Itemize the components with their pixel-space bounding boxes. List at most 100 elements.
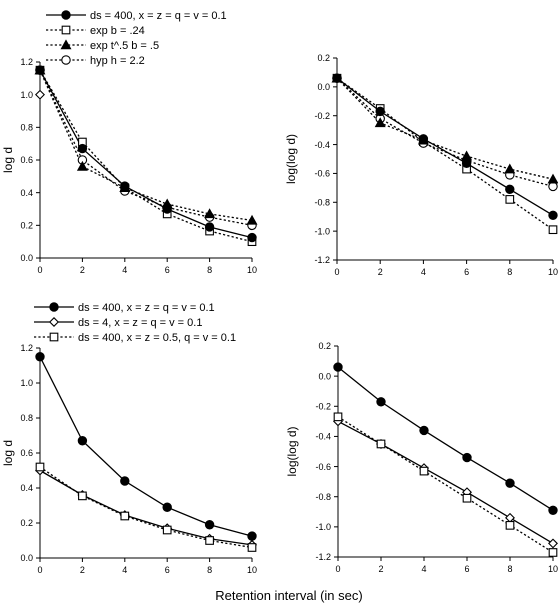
data-point: [247, 232, 257, 243]
y-tick-label: 0.2: [20, 221, 33, 231]
y-tick-label: -0.2: [315, 401, 331, 411]
y-tick-label: -0.6: [315, 462, 331, 472]
data-point: [35, 462, 45, 472]
legend-marker: [49, 317, 59, 327]
y-tick-label: 0.4: [20, 483, 33, 493]
data-point: [246, 214, 258, 225]
data-point: [505, 184, 515, 195]
data-point: [331, 72, 343, 83]
x-tick-label: 4: [421, 267, 426, 277]
y-tick-label: 0.6: [20, 155, 33, 165]
y-tick-label: -1.2: [314, 255, 330, 265]
series-line: [336, 77, 554, 188]
legend-entry: ds = 400, x = z = q = v = 0.1: [90, 10, 227, 22]
data-point: [548, 181, 558, 192]
y-tick-label: 0.2: [20, 518, 33, 528]
data-point: [78, 491, 87, 501]
x-tick-label: 6: [165, 565, 170, 575]
legend-marker: [60, 39, 72, 50]
data-point: [548, 225, 558, 235]
x-tick-label: 0: [37, 265, 42, 275]
legend-marker: [61, 55, 71, 65]
data-point: [162, 502, 172, 512]
series-line: [336, 77, 554, 231]
x-tick-label: 0: [37, 565, 42, 575]
data-point: [247, 543, 257, 552]
data-point: [77, 143, 88, 154]
y-tick-label: -0.4: [314, 140, 330, 150]
data-point: [247, 531, 257, 541]
data-point: [204, 520, 215, 530]
y-axis-label: log d: [1, 440, 15, 466]
legend-entry: hyp h = 2.2: [90, 55, 145, 67]
chart-top-left: 0 2 4 6 8 10 0.0 0.2 0.4 0.6 0.8 1.0 1.2 log d ds = 40…: [1, 10, 258, 275]
y-tick-label: -0.6: [314, 169, 330, 179]
y-tick-label: -1.2: [315, 552, 331, 562]
chart-bottom-right: 0 2 4 6 8 10 0.2 0.0 -0.2 -0.4 -0.6 -0.8 -1.0 -1.2 log…: [285, 341, 558, 574]
y-tick-label: 1.0: [20, 90, 33, 100]
x-tick-label: 8: [207, 265, 212, 275]
x-tick-label: 4: [122, 265, 127, 275]
y-tick-label: 0.0: [20, 253, 33, 263]
y-tick-label: -0.2: [314, 111, 330, 121]
data-point: [375, 106, 385, 117]
x-tick-label: 4: [122, 565, 127, 575]
y-tick-label: -0.8: [315, 492, 331, 502]
legend-entry: ds = 400, x = z = q = v = 0.1: [78, 302, 215, 314]
figure-x-axis-label: Retention interval (in sec): [215, 588, 362, 603]
series-line: [336, 77, 554, 180]
data-point: [374, 117, 386, 128]
legend-entry: exp t^.5 b = .5: [90, 40, 159, 52]
series-line: [336, 77, 554, 216]
x-tick-label: 2: [80, 565, 85, 575]
chart-bottom-left: 0 2 4 6 8 10 0.0 0.2 0.4 0.6 0.8 1.0 1.2 log d ds = 40…: [1, 302, 257, 575]
y-tick-label: -0.4: [315, 432, 331, 442]
y-axis-label: log d: [1, 147, 15, 173]
x-tick-label: 2: [378, 564, 383, 574]
data-point: [34, 64, 46, 75]
y-tick-label: 0.4: [20, 188, 33, 198]
data-point: [161, 198, 173, 209]
data-point: [462, 452, 472, 463]
x-tick-label: 2: [80, 265, 85, 275]
legend: ds = 400, x = z = q = v = 0.1 exp b = .24…: [46, 10, 227, 67]
data-point: [120, 476, 130, 486]
legend-marker: [49, 302, 59, 312]
legend-marker: [61, 10, 71, 20]
y-tick-label: 0.0: [20, 553, 33, 563]
series-line: [337, 420, 554, 544]
legend-marker: [61, 25, 71, 35]
data-point: [205, 536, 214, 545]
y-axis-label: log(log d): [285, 426, 299, 476]
data-point: [505, 520, 515, 530]
data-point: [462, 493, 472, 503]
series-line: [39, 69, 253, 239]
legend-entry: ds = 4, x = z = q = v = 0.1: [78, 317, 202, 329]
data-point: [548, 538, 558, 549]
x-tick-label: 0: [334, 267, 339, 277]
series-line: [39, 469, 253, 546]
y-tick-label: 0.8: [20, 413, 33, 423]
series-line: [337, 366, 554, 511]
legend-marker: [49, 332, 59, 342]
data-point: [505, 512, 515, 523]
y-tick-label: 0.8: [20, 123, 33, 133]
data-point: [548, 548, 558, 557]
y-axis-label: log(log d): [284, 134, 298, 184]
data-point: [505, 478, 515, 488]
y-tick-label: 1.2: [20, 343, 33, 353]
x-tick-label: 10: [548, 267, 558, 277]
y-tick-label: 0.2: [318, 341, 331, 351]
data-point: [504, 163, 516, 174]
data-point: [77, 436, 88, 446]
data-point: [376, 397, 386, 407]
data-point: [505, 195, 515, 204]
data-point: [548, 210, 558, 220]
x-tick-label: 8: [507, 267, 512, 277]
x-tick-label: 2: [378, 267, 383, 277]
series-line: [39, 466, 253, 549]
x-tick-label: 4: [421, 564, 426, 574]
x-tick-label: 10: [548, 564, 558, 574]
data-point: [204, 222, 215, 232]
